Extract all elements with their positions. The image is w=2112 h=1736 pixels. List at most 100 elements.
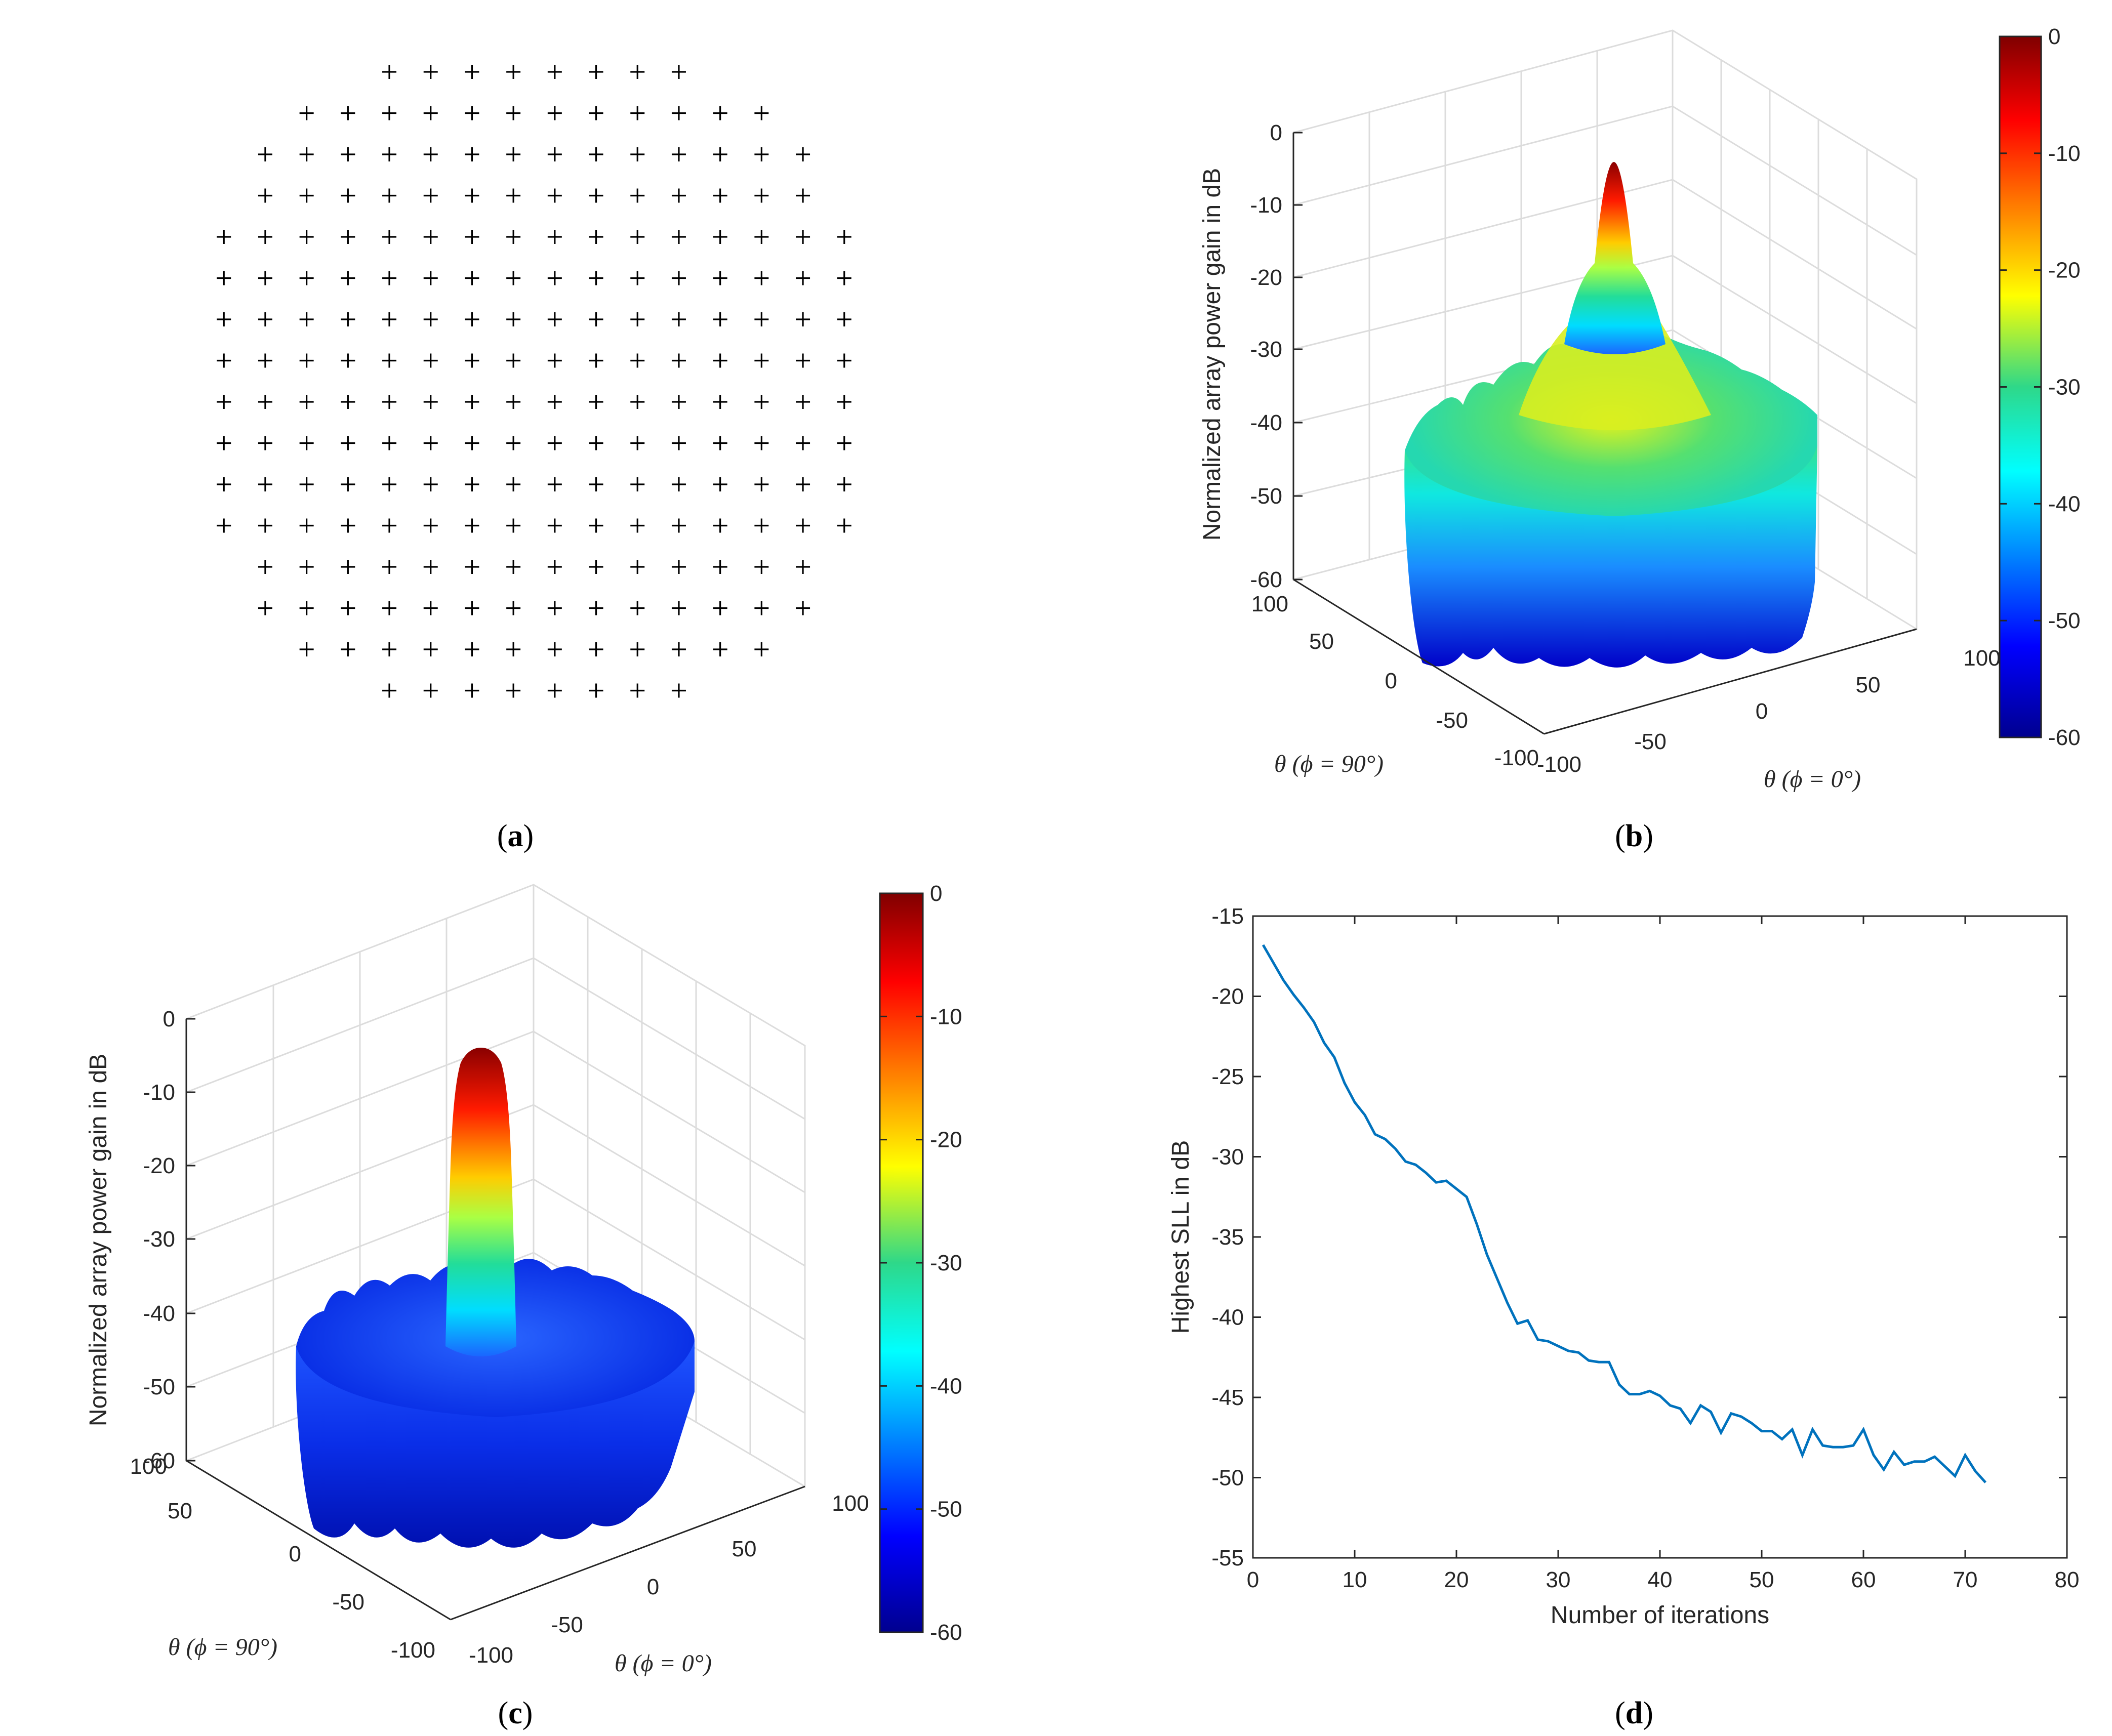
array-element-marker <box>754 188 769 203</box>
panel_c-z-tick-label: -50 <box>143 1375 175 1399</box>
panel_c-z-tick-label: -20 <box>143 1153 175 1178</box>
array-element-marker <box>547 106 562 120</box>
panel-d-caption: (d) <box>1615 1696 1653 1730</box>
panel-d-x-tick-label: 30 <box>1546 1567 1571 1592</box>
array-element-marker <box>382 518 397 533</box>
array-element-marker <box>796 601 810 615</box>
array-element-marker <box>258 436 272 450</box>
array-element-marker <box>423 230 438 244</box>
panel_b-y-tick-label: -50 <box>1436 708 1468 733</box>
array-element-marker <box>465 601 479 615</box>
panel-d-x-axis-label: Number of iterations <box>1551 1602 1769 1629</box>
array-element-marker <box>382 147 397 161</box>
array-element-marker <box>299 436 314 450</box>
panel_c-y-axis-label: θ (ϕ = 90°) <box>168 1634 277 1661</box>
panel-d-data-points <box>1263 944 1986 1483</box>
array-element-marker <box>713 518 727 533</box>
array-element-marker <box>754 518 769 533</box>
array-element-marker <box>258 601 272 615</box>
array-element-marker <box>423 147 438 161</box>
panel-c-3d-pattern: 0-10-20-30-40-50-60100500-50-100100500-5… <box>85 881 962 1677</box>
array-element-marker <box>506 395 521 409</box>
panel_c-x-axis-label: θ (ϕ = 0°) <box>615 1650 712 1677</box>
array-element-marker <box>465 477 479 491</box>
array-element-marker <box>465 395 479 409</box>
array-element-marker <box>258 147 272 161</box>
array-element-marker <box>465 188 479 203</box>
panel_c-z-tick-label: -30 <box>143 1227 175 1252</box>
array-element-marker <box>547 230 562 244</box>
array-element-marker <box>589 518 603 533</box>
array-element-marker <box>465 65 479 79</box>
array-element-marker <box>630 683 645 698</box>
array-element-marker <box>671 477 686 491</box>
panel_b-z-tick-label: -30 <box>1250 337 1282 362</box>
array-element-marker <box>299 477 314 491</box>
array-element-marker <box>837 353 851 368</box>
array-element-marker <box>547 353 562 368</box>
panel_b-y-axis-label: θ (ϕ = 90°) <box>1274 751 1384 777</box>
panel-d-y-tick-label: -15 <box>1211 904 1244 929</box>
array-element-marker <box>713 188 727 203</box>
array-element-marker <box>506 436 521 450</box>
array-element-marker <box>837 395 851 409</box>
panel-d-y-tick-label: -35 <box>1211 1225 1244 1250</box>
array-element-marker <box>713 230 727 244</box>
array-element-marker <box>382 106 397 120</box>
array-element-marker <box>671 601 686 615</box>
array-element-marker <box>547 601 562 615</box>
array-element-marker <box>382 477 397 491</box>
panel-d-convergence-chart: 0 10 20 30 40 50 60 70 80 -15 -20 -25 -30 -35 -40 -45 -5… <box>1167 904 2079 1629</box>
panel-d-x-tick-label: 40 <box>1648 1567 1673 1592</box>
panel-d-y-tick-label: -45 <box>1211 1385 1244 1410</box>
panel-d-y-axis-label: Highest SLL in dB <box>1167 1140 1194 1334</box>
panel_b-z-tick-label: -50 <box>1250 484 1282 509</box>
array-element-marker <box>713 312 727 326</box>
panel_b-colorbar-tick-label: -50 <box>2048 608 2081 633</box>
array-element-marker <box>341 188 355 203</box>
array-element-marker <box>754 560 769 574</box>
array-element-marker <box>754 395 769 409</box>
array-element-marker <box>423 518 438 533</box>
array-element-marker <box>589 601 603 615</box>
array-element-marker <box>217 271 231 285</box>
array-element-marker <box>299 271 314 285</box>
array-element-marker <box>506 230 521 244</box>
array-element-marker <box>589 106 603 120</box>
array-element-marker <box>465 560 479 574</box>
array-element-marker <box>630 560 645 574</box>
array-element-marker <box>341 312 355 326</box>
array-element-marker <box>589 188 603 203</box>
array-element-marker <box>258 477 272 491</box>
array-element-marker <box>217 436 231 450</box>
array-element-marker <box>671 147 686 161</box>
array-element-marker <box>630 477 645 491</box>
array-element-marker <box>713 395 727 409</box>
array-element-marker <box>630 106 645 120</box>
panel_b-z-tick-label: -60 <box>1250 567 1282 592</box>
panel-d-y-tick-label: -25 <box>1211 1064 1244 1089</box>
panel_b-colorbar-tick-label: -30 <box>2048 375 2081 400</box>
array-element-marker <box>217 230 231 244</box>
array-element-marker <box>713 353 727 368</box>
array-element-marker <box>382 683 397 698</box>
array-element-marker <box>671 230 686 244</box>
array-element-marker <box>796 436 810 450</box>
array-element-marker <box>217 353 231 368</box>
array-element-marker <box>258 395 272 409</box>
panel-d-y-tick-label: -55 <box>1211 1546 1244 1570</box>
array-element-marker <box>754 601 769 615</box>
panel-d-x-tick-label: 0 <box>1247 1567 1259 1592</box>
array-element-marker <box>341 106 355 120</box>
array-element-marker <box>671 106 686 120</box>
array-element-marker <box>506 106 521 120</box>
array-element-marker <box>547 312 562 326</box>
array-element-marker <box>382 353 397 368</box>
array-element-marker <box>258 230 272 244</box>
array-element-marker <box>837 518 851 533</box>
panel_b-x-tick-label: -50 <box>1634 729 1667 754</box>
array-element-marker <box>423 65 438 79</box>
array-element-marker <box>382 271 397 285</box>
array-element-marker <box>630 395 645 409</box>
panel_b-z-tick-label: 0 <box>1270 120 1282 145</box>
